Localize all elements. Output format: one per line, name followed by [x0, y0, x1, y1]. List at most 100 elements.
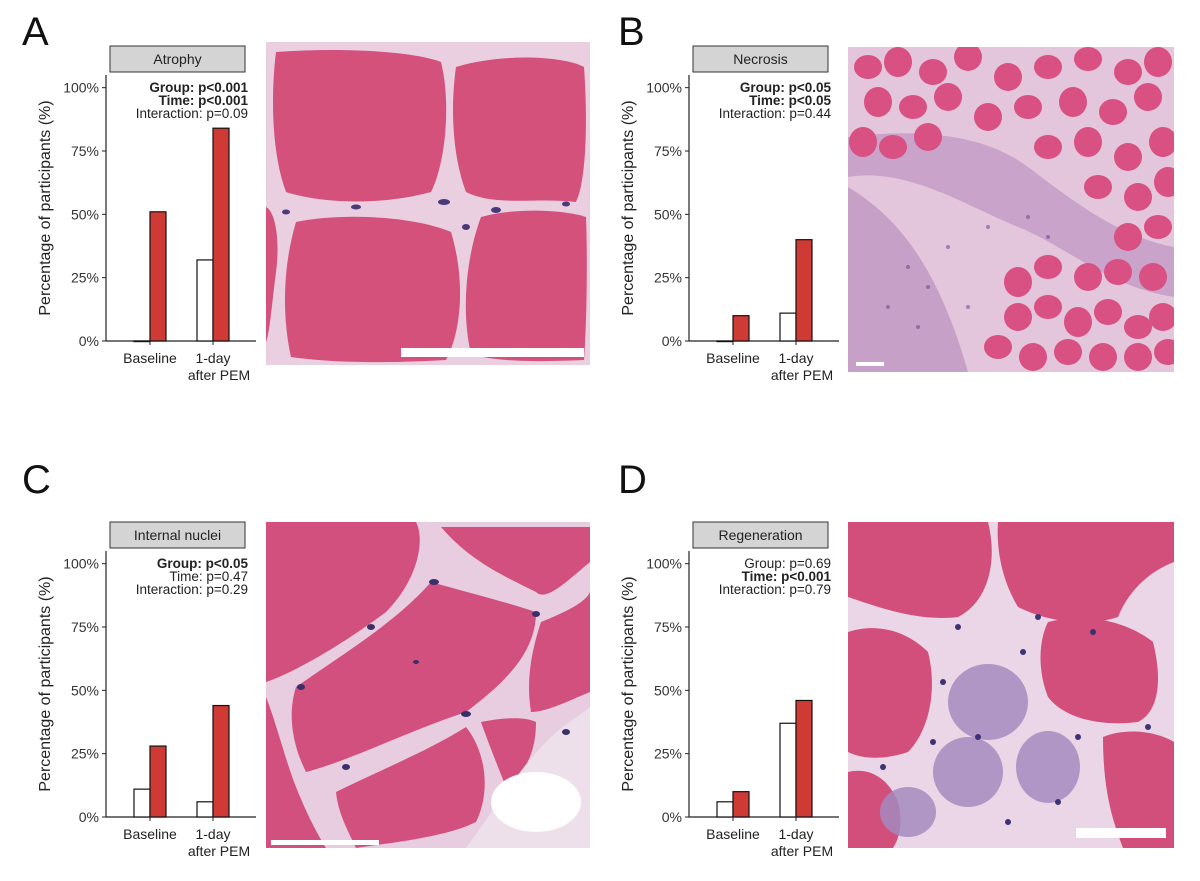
y-tick-label: 0% — [662, 809, 682, 825]
x-tick-label: 1-day — [195, 350, 230, 366]
muscle-fiber — [1144, 215, 1172, 239]
stats-annotation: Interaction: p=0.44 — [719, 106, 832, 121]
bar — [732, 791, 750, 818]
muscle-fiber — [934, 83, 962, 111]
x-tick-label: after PEM — [771, 843, 833, 859]
y-tick-label: 100% — [63, 556, 99, 572]
muscle-fiber — [1074, 47, 1102, 71]
muscle-fiber — [899, 95, 927, 119]
y-tick-label: 25% — [654, 270, 682, 286]
y-tick-label: 75% — [654, 143, 682, 159]
title-strip — [109, 45, 246, 73]
muscle-fiber — [1104, 259, 1132, 285]
stats-annotation: Group: p=0.69 — [744, 556, 831, 571]
chart-title: Regeneration — [718, 527, 802, 543]
muscle-fiber — [1034, 295, 1062, 319]
scale-bar — [401, 348, 584, 357]
chart-title: Atrophy — [153, 51, 201, 67]
y-tick-label: 100% — [646, 80, 682, 96]
bar — [779, 312, 797, 342]
bar — [196, 801, 214, 818]
chart-regeneration: Regeneration 0% 25% 50% 75% 100% Percentage of… — [620, 521, 839, 859]
x-tick-label: after PEM — [188, 843, 250, 859]
stats-annotation: Group: p<0.05 — [157, 556, 249, 571]
stats-annotation: Time: p<0.001 — [159, 93, 249, 108]
chart-title: Necrosis — [733, 51, 787, 67]
y-tick-label: 50% — [654, 682, 682, 698]
bar — [795, 239, 813, 342]
bar — [732, 315, 750, 342]
muscle-fiber — [1089, 343, 1117, 371]
bar — [795, 699, 813, 818]
muscle-fiber — [994, 63, 1022, 91]
muscle-fiber — [914, 123, 942, 151]
muscle-fiber — [1004, 303, 1032, 331]
muscle-fiber — [884, 47, 912, 77]
muscle-fiber — [1014, 95, 1042, 119]
muscle-fiber — [1074, 127, 1102, 157]
muscle-fiber — [1154, 167, 1174, 197]
muscle-fiber — [974, 103, 1002, 131]
bar — [779, 722, 797, 818]
y-tick-label: 100% — [63, 80, 99, 96]
muscle-fiber — [1099, 99, 1127, 125]
muscle-fiber — [864, 87, 892, 117]
title-strip — [692, 521, 829, 549]
y-tick-label: 50% — [71, 206, 99, 222]
y-tick-label: 50% — [654, 206, 682, 222]
muscle-fiber — [849, 127, 877, 157]
chart-atrophy: Atrophy 0% 25% 50% 75% 100% Percentage of part… — [37, 45, 256, 383]
y-tick-label: 25% — [71, 746, 99, 762]
panel-letter-c: C — [22, 458, 51, 502]
stats-annotation: Interaction: p=0.79 — [719, 582, 831, 597]
bar — [212, 127, 230, 342]
muscle-fiber — [1034, 135, 1062, 159]
y-axis-label: Percentage of participants (%) — [37, 576, 54, 791]
bar — [716, 340, 734, 343]
y-axis-label: Percentage of participants (%) — [620, 100, 637, 315]
y-tick-label: 0% — [662, 333, 682, 349]
muscle-fiber — [1094, 299, 1122, 325]
stats-annotation: Time: p<0.001 — [742, 569, 832, 584]
muscle-fiber — [1019, 343, 1047, 371]
y-tick-label: 0% — [79, 809, 99, 825]
bar — [212, 704, 230, 818]
scale-bar — [1076, 828, 1166, 838]
y-tick-label: 50% — [71, 682, 99, 698]
y-tick-label: 100% — [646, 556, 682, 572]
chart-title: Internal nuclei — [134, 527, 221, 543]
x-tick-label: Baseline — [706, 350, 760, 366]
chart-necrosis: Necrosis 0% 25% 50% 75% 100% Percentage of par… — [620, 45, 839, 383]
y-axis-label: Percentage of participants (%) — [37, 100, 54, 315]
y-tick-label: 75% — [654, 619, 682, 635]
panel-letter-a: A — [22, 10, 49, 54]
muscle-fiber — [1144, 47, 1172, 77]
micrograph-necrosis — [848, 47, 1174, 372]
x-tick-label: after PEM — [188, 367, 250, 383]
muscle-fiber — [1124, 343, 1152, 371]
y-tick-label: 75% — [71, 143, 99, 159]
panel-letter-d: D — [618, 458, 647, 502]
muscle-fiber — [1074, 263, 1102, 291]
muscle-fiber — [1149, 303, 1174, 331]
muscle-fiber — [854, 55, 882, 79]
muscle-fiber — [1054, 339, 1082, 365]
muscle-fiber — [1114, 59, 1142, 85]
muscle-fiber — [1059, 87, 1087, 117]
muscle-fiber — [984, 335, 1012, 359]
muscle-fiber — [919, 59, 947, 85]
muscle-fiber — [1114, 223, 1142, 251]
micrograph-internal-nuclei — [266, 522, 590, 848]
y-axis-label: Percentage of participants (%) — [620, 576, 637, 791]
x-tick-label: Baseline — [123, 826, 177, 842]
scale-bar — [856, 362, 884, 366]
muscle-fiber — [1134, 83, 1162, 111]
bar — [149, 745, 167, 818]
stats-annotation: Interaction: p=0.09 — [136, 106, 248, 121]
muscle-fiber — [1084, 175, 1112, 199]
panel-letter-b: B — [618, 10, 645, 54]
x-tick-label: 1-day — [778, 350, 813, 366]
muscle-fiber — [879, 135, 907, 159]
bar — [149, 211, 167, 342]
bar — [133, 340, 151, 343]
